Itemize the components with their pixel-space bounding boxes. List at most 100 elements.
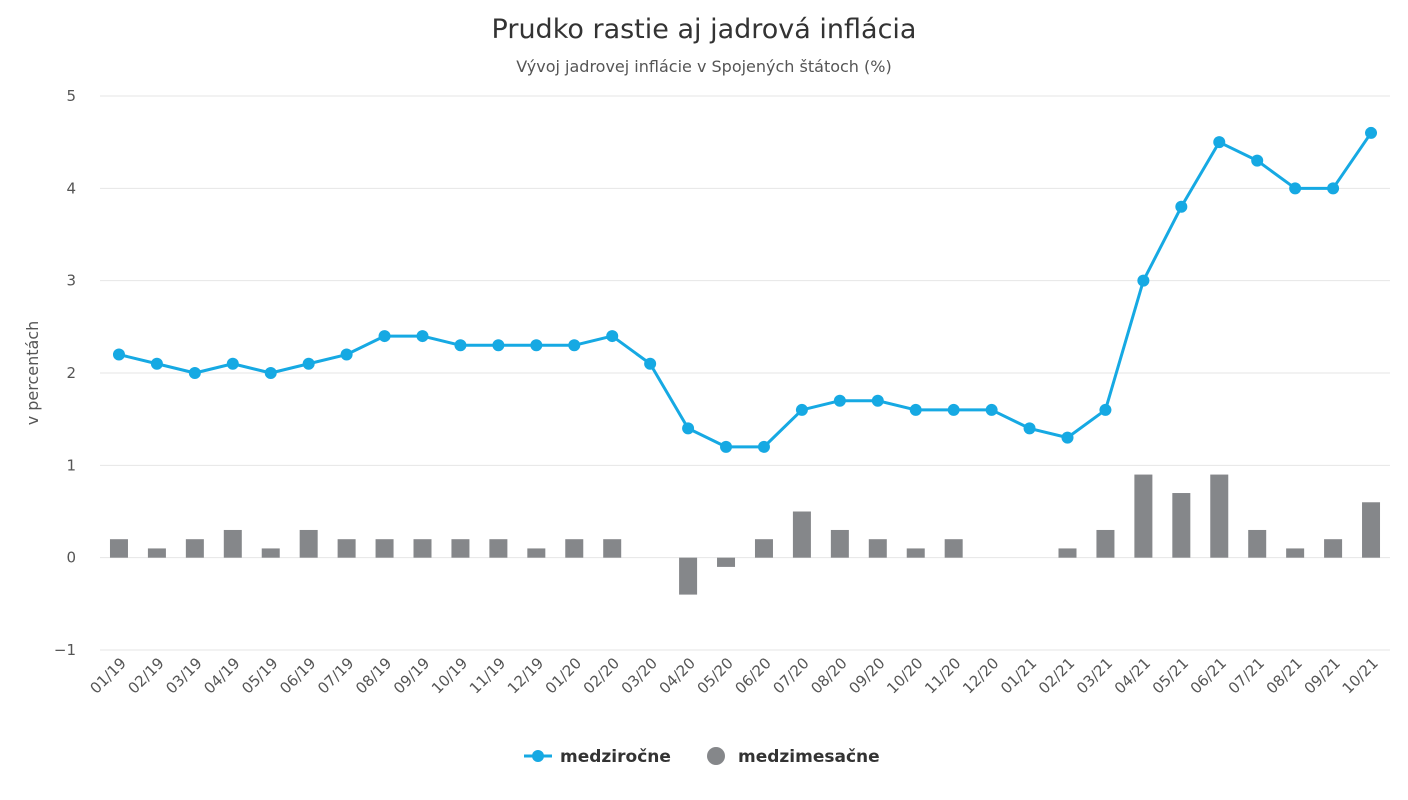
bar (1058, 548, 1077, 558)
x-tick-label: 01/20 (542, 654, 585, 697)
y-tick-label: 5 (66, 87, 76, 105)
x-tick-label: 04/20 (656, 654, 699, 697)
line-point (1365, 126, 1378, 139)
x-tick-label: 02/19 (124, 654, 167, 697)
bar (337, 539, 356, 558)
x-tick-label: 09/19 (390, 654, 433, 697)
y-tick-label: 4 (66, 179, 76, 197)
line-point (1327, 182, 1340, 195)
line-point (188, 367, 201, 379)
line-point (682, 422, 695, 435)
line-point (1175, 200, 1188, 213)
legend-label: medziročne (560, 747, 671, 767)
x-tick-label: 02/20 (580, 654, 623, 697)
line-point (1251, 154, 1264, 167)
line-point (1137, 274, 1150, 287)
bar (527, 548, 546, 558)
x-tick-label: 06/19 (276, 654, 319, 697)
bar (223, 529, 242, 558)
line-point (454, 339, 467, 352)
line-point (606, 330, 619, 343)
line-point (264, 367, 277, 379)
y-axis-label: v percentách (23, 321, 42, 426)
chart-subtitle: Vývoj jadrovej inflácie v Spojených štát… (516, 57, 891, 76)
x-tick-label: 10/20 (883, 654, 926, 697)
line-point (378, 330, 391, 343)
bar (717, 557, 736, 567)
y-tick-label: 2 (66, 364, 76, 382)
line-point (530, 339, 543, 352)
legend-bar-symbol (707, 747, 725, 765)
line-point (1023, 422, 1036, 435)
bar (261, 548, 280, 558)
line-point (226, 357, 239, 370)
line-point (985, 403, 998, 416)
x-tick-label: 03/21 (1073, 654, 1116, 697)
line-point (871, 394, 884, 407)
x-tick-label: 12/20 (959, 654, 1002, 697)
bar (109, 539, 128, 558)
bar (679, 557, 698, 595)
x-tick-label: 08/21 (1263, 654, 1306, 697)
bar (1134, 474, 1153, 558)
x-tick-label: 05/19 (238, 654, 281, 697)
line-point (150, 357, 163, 370)
bar (185, 539, 204, 558)
bar (1248, 529, 1267, 558)
line-point (720, 440, 733, 453)
y-tick-label: −1 (54, 641, 76, 659)
bar (944, 539, 963, 558)
x-tick-label: 07/19 (314, 654, 357, 697)
y-tick-label: 3 (66, 272, 76, 290)
line-point (1289, 182, 1302, 195)
y-tick-label: 1 (66, 456, 76, 474)
bar (830, 529, 849, 558)
bar (565, 539, 584, 558)
x-tick-label: 08/20 (807, 654, 850, 697)
bar (906, 548, 925, 558)
x-tick-label: 11/19 (466, 654, 509, 697)
x-tick-label: 03/19 (162, 654, 205, 697)
x-tick-label: 01/19 (86, 654, 129, 697)
bar (792, 511, 811, 558)
line-point (1061, 431, 1074, 444)
bar (147, 548, 166, 558)
bar (603, 539, 622, 558)
x-tick-label: 09/20 (845, 654, 888, 697)
line-point (302, 357, 315, 370)
bar (1324, 539, 1343, 558)
bar (1096, 529, 1115, 558)
bar (868, 539, 887, 558)
x-tick-label: 01/21 (997, 654, 1040, 697)
x-tick-label: 05/21 (1149, 654, 1192, 697)
line-point (112, 348, 125, 361)
legend-label: medzimesačne (738, 747, 880, 767)
bar (1210, 474, 1229, 558)
series-line (118, 132, 1373, 449)
x-tick-label: 08/19 (352, 654, 395, 697)
bar (754, 539, 773, 558)
x-tick-label: 10/21 (1339, 654, 1382, 697)
line-point (568, 339, 581, 352)
bar (299, 529, 318, 558)
x-tick-label: 03/20 (618, 654, 661, 697)
bar (451, 539, 470, 558)
x-tick-label: 09/21 (1301, 654, 1344, 697)
legend-line-marker (532, 750, 544, 762)
line-point (1099, 403, 1112, 416)
x-tick-label: 02/21 (1035, 654, 1078, 697)
line-point (416, 330, 429, 343)
bar (1286, 548, 1305, 558)
line-point (644, 357, 657, 370)
line-point (1213, 136, 1226, 149)
y-tick-label: 0 (66, 549, 76, 567)
line-point (947, 403, 960, 416)
x-tick-label: 07/20 (769, 654, 812, 697)
bar (413, 539, 432, 558)
line-point (833, 394, 846, 407)
line-point (795, 403, 808, 416)
chart-title: Prudko rastie aj jadrová inflácia (492, 14, 917, 45)
x-tick-label: 07/21 (1225, 654, 1268, 697)
bar (489, 539, 508, 558)
